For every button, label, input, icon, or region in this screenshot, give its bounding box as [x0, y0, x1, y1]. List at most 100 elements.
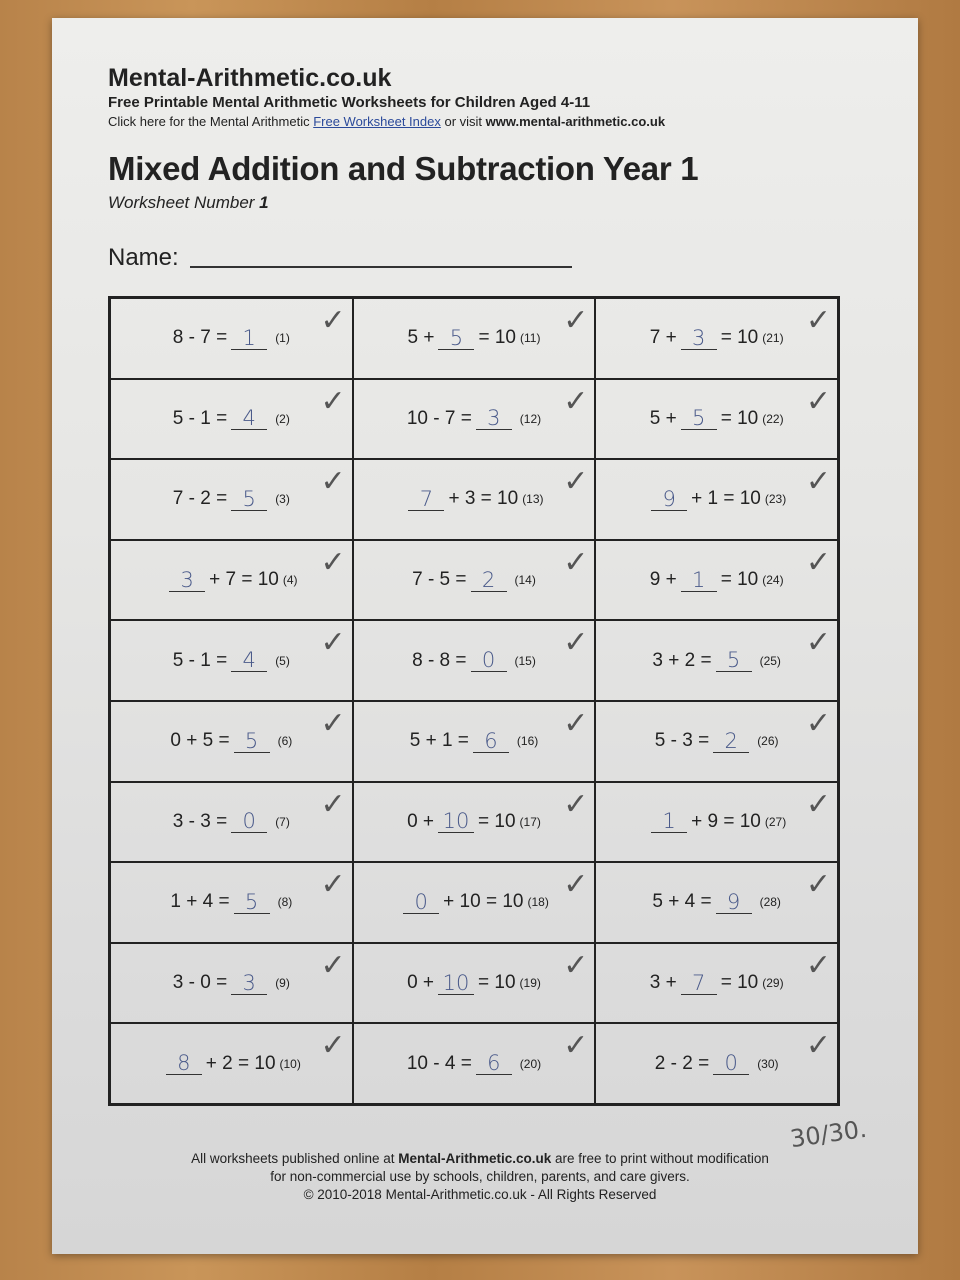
- question-number: (10): [279, 1056, 301, 1071]
- question-number: (3): [275, 492, 290, 507]
- question-cell: 0 +10 = 10 (19) ✓: [352, 942, 596, 1024]
- question-number: (22): [762, 411, 784, 426]
- question-number: (9): [275, 976, 290, 991]
- answer-field[interactable]: 3: [475, 407, 512, 431]
- answer-field[interactable]: 7: [680, 972, 717, 995]
- answer-field[interactable]: 5: [233, 730, 270, 753]
- question-number: (23): [764, 492, 787, 507]
- worksheet-paper: [52, 18, 918, 1254]
- answer-field[interactable]: 0: [231, 810, 268, 834]
- question-after: + 9 = 10: [691, 810, 761, 832]
- check-mark-icon: ✓: [320, 705, 346, 741]
- question-number: (8): [277, 895, 293, 910]
- question-number: (27): [764, 814, 787, 829]
- answer-field[interactable]: 3: [231, 972, 268, 995]
- check-mark-icon: ✓: [563, 303, 589, 338]
- question-before: 3 - 0 =: [172, 972, 228, 994]
- question-cell: 0 +10 = 10 (17) ✓: [352, 781, 596, 863]
- answer-field[interactable]: 5: [438, 327, 475, 350]
- question-before: 10 - 7 =: [406, 407, 472, 429]
- check-mark-icon: ✓: [320, 544, 346, 580]
- question-before: 5 +: [407, 327, 435, 349]
- question-cell: 10 - 4 = 6 (20) ✓: [352, 1023, 596, 1104]
- check-mark-icon: ✓: [805, 464, 831, 500]
- free-worksheet-index-link[interactable]: Free Worksheet Index: [313, 114, 441, 129]
- answer-field[interactable]: 6: [475, 1052, 512, 1076]
- answer-field[interactable]: 1: [231, 327, 268, 350]
- question-cell: 8 - 8 = 0 (15) ✓: [352, 620, 596, 701]
- answer-field[interactable]: 7: [408, 488, 445, 511]
- question-cell: 5 + 4 = 9 (28) ✓: [595, 862, 838, 943]
- answer-field[interactable]: 8: [165, 1052, 202, 1076]
- question-after: + 3 = 10: [448, 488, 519, 510]
- question-cell: 5 +5 = 10 (11) ✓: [352, 298, 596, 379]
- question-number: (30): [757, 1056, 779, 1071]
- question-cell: 3 - 0 = 3 (9) ✓: [110, 942, 353, 1024]
- answer-field[interactable]: 2: [713, 730, 750, 753]
- name-field[interactable]: [190, 266, 572, 268]
- question-number: (5): [275, 653, 290, 668]
- check-mark-icon: ✓: [563, 464, 589, 500]
- answer-field[interactable]: 1: [651, 810, 688, 834]
- question-after: = 10: [720, 407, 759, 429]
- index-line: Click here for the Mental Arithmetic Fre…: [108, 114, 665, 129]
- question-before: 3 +: [649, 972, 677, 994]
- check-mark-icon: ✓: [563, 947, 589, 983]
- answer-field[interactable]: 2: [470, 569, 507, 592]
- question-cell: 5 +5 = 10 (22) ✓: [595, 378, 838, 460]
- question-before: 0 + 5 =: [170, 730, 230, 752]
- questions-grid: 8 - 7 = 1 (1) ✓ 5 - 1 = 4 (2) ✓ 7 - 2 = 5 (3) ✓ 3 + 7…: [108, 296, 840, 1106]
- answer-field[interactable]: 5: [233, 891, 270, 914]
- answer-field[interactable]: 4: [231, 407, 268, 431]
- check-mark-icon: ✓: [563, 705, 589, 741]
- question-before: 10 - 4 =: [406, 1052, 472, 1074]
- check-mark-icon: ✓: [320, 464, 346, 500]
- question-number: (7): [275, 814, 290, 829]
- question-cell: 8 + 2 = 10 (10) ✓: [110, 1023, 353, 1104]
- question-number: (15): [514, 653, 536, 668]
- answer-field[interactable]: 9: [651, 488, 688, 511]
- question-number: (20): [519, 1056, 542, 1071]
- question-number: (14): [514, 573, 536, 588]
- worksheet-title: Mixed Addition and Subtraction Year 1: [108, 150, 699, 187]
- check-mark-icon: ✓: [563, 625, 589, 661]
- name-label: Name:: [108, 244, 179, 271]
- answer-field[interactable]: 0: [470, 649, 507, 673]
- answer-field[interactable]: 0: [713, 1052, 750, 1076]
- check-mark-icon: ✓: [805, 544, 831, 580]
- check-mark-icon: ✓: [320, 947, 346, 983]
- question-number: (2): [275, 411, 290, 426]
- answer-field[interactable]: 5: [680, 407, 717, 431]
- answer-field[interactable]: 9: [715, 891, 752, 914]
- question-cell: 1 + 4 = 5 (8) ✓: [110, 862, 353, 943]
- answer-field[interactable]: 5: [231, 488, 268, 511]
- worksheet-number-label: Worksheet Number: [108, 193, 260, 212]
- answer-field[interactable]: 0: [403, 891, 440, 914]
- answer-field[interactable]: 3: [169, 569, 206, 592]
- question-number: (18): [527, 895, 549, 910]
- answer-field[interactable]: 3: [680, 327, 717, 350]
- question-cell: 7 - 2 = 5 (3) ✓: [110, 459, 353, 540]
- question-number: (11): [520, 331, 541, 346]
- question-after: = 10: [478, 327, 516, 349]
- question-cell: 0 + 10 = 10 (18) ✓: [352, 862, 596, 943]
- question-after: + 2 = 10: [205, 1052, 276, 1074]
- question-before: 5 +: [649, 407, 677, 429]
- question-number: (25): [759, 653, 781, 668]
- answer-field[interactable]: 10: [438, 972, 475, 995]
- answer-field[interactable]: 5: [715, 649, 752, 673]
- question-after: + 7 = 10: [209, 569, 279, 591]
- question-cell: 5 - 1 = 4 (5) ✓: [110, 620, 353, 701]
- answer-field[interactable]: 10: [438, 810, 475, 834]
- answer-field[interactable]: 6: [472, 730, 509, 753]
- check-mark-icon: ✓: [805, 383, 831, 419]
- check-mark-icon: ✓: [805, 867, 831, 903]
- answer-field[interactable]: 4: [231, 649, 268, 673]
- question-before: 8 - 7 =: [172, 327, 228, 349]
- question-before: 7 - 5 =: [412, 569, 467, 591]
- footer-line-1-suffix: are free to print without modification: [551, 1151, 769, 1166]
- question-cell: 5 - 1 = 4 (2) ✓: [110, 378, 353, 460]
- question-cell: 5 - 3 = 2 (26) ✓: [595, 700, 838, 782]
- answer-field[interactable]: 1: [680, 569, 717, 592]
- question-cell: 5 + 1 = 6 (16) ✓: [352, 700, 596, 782]
